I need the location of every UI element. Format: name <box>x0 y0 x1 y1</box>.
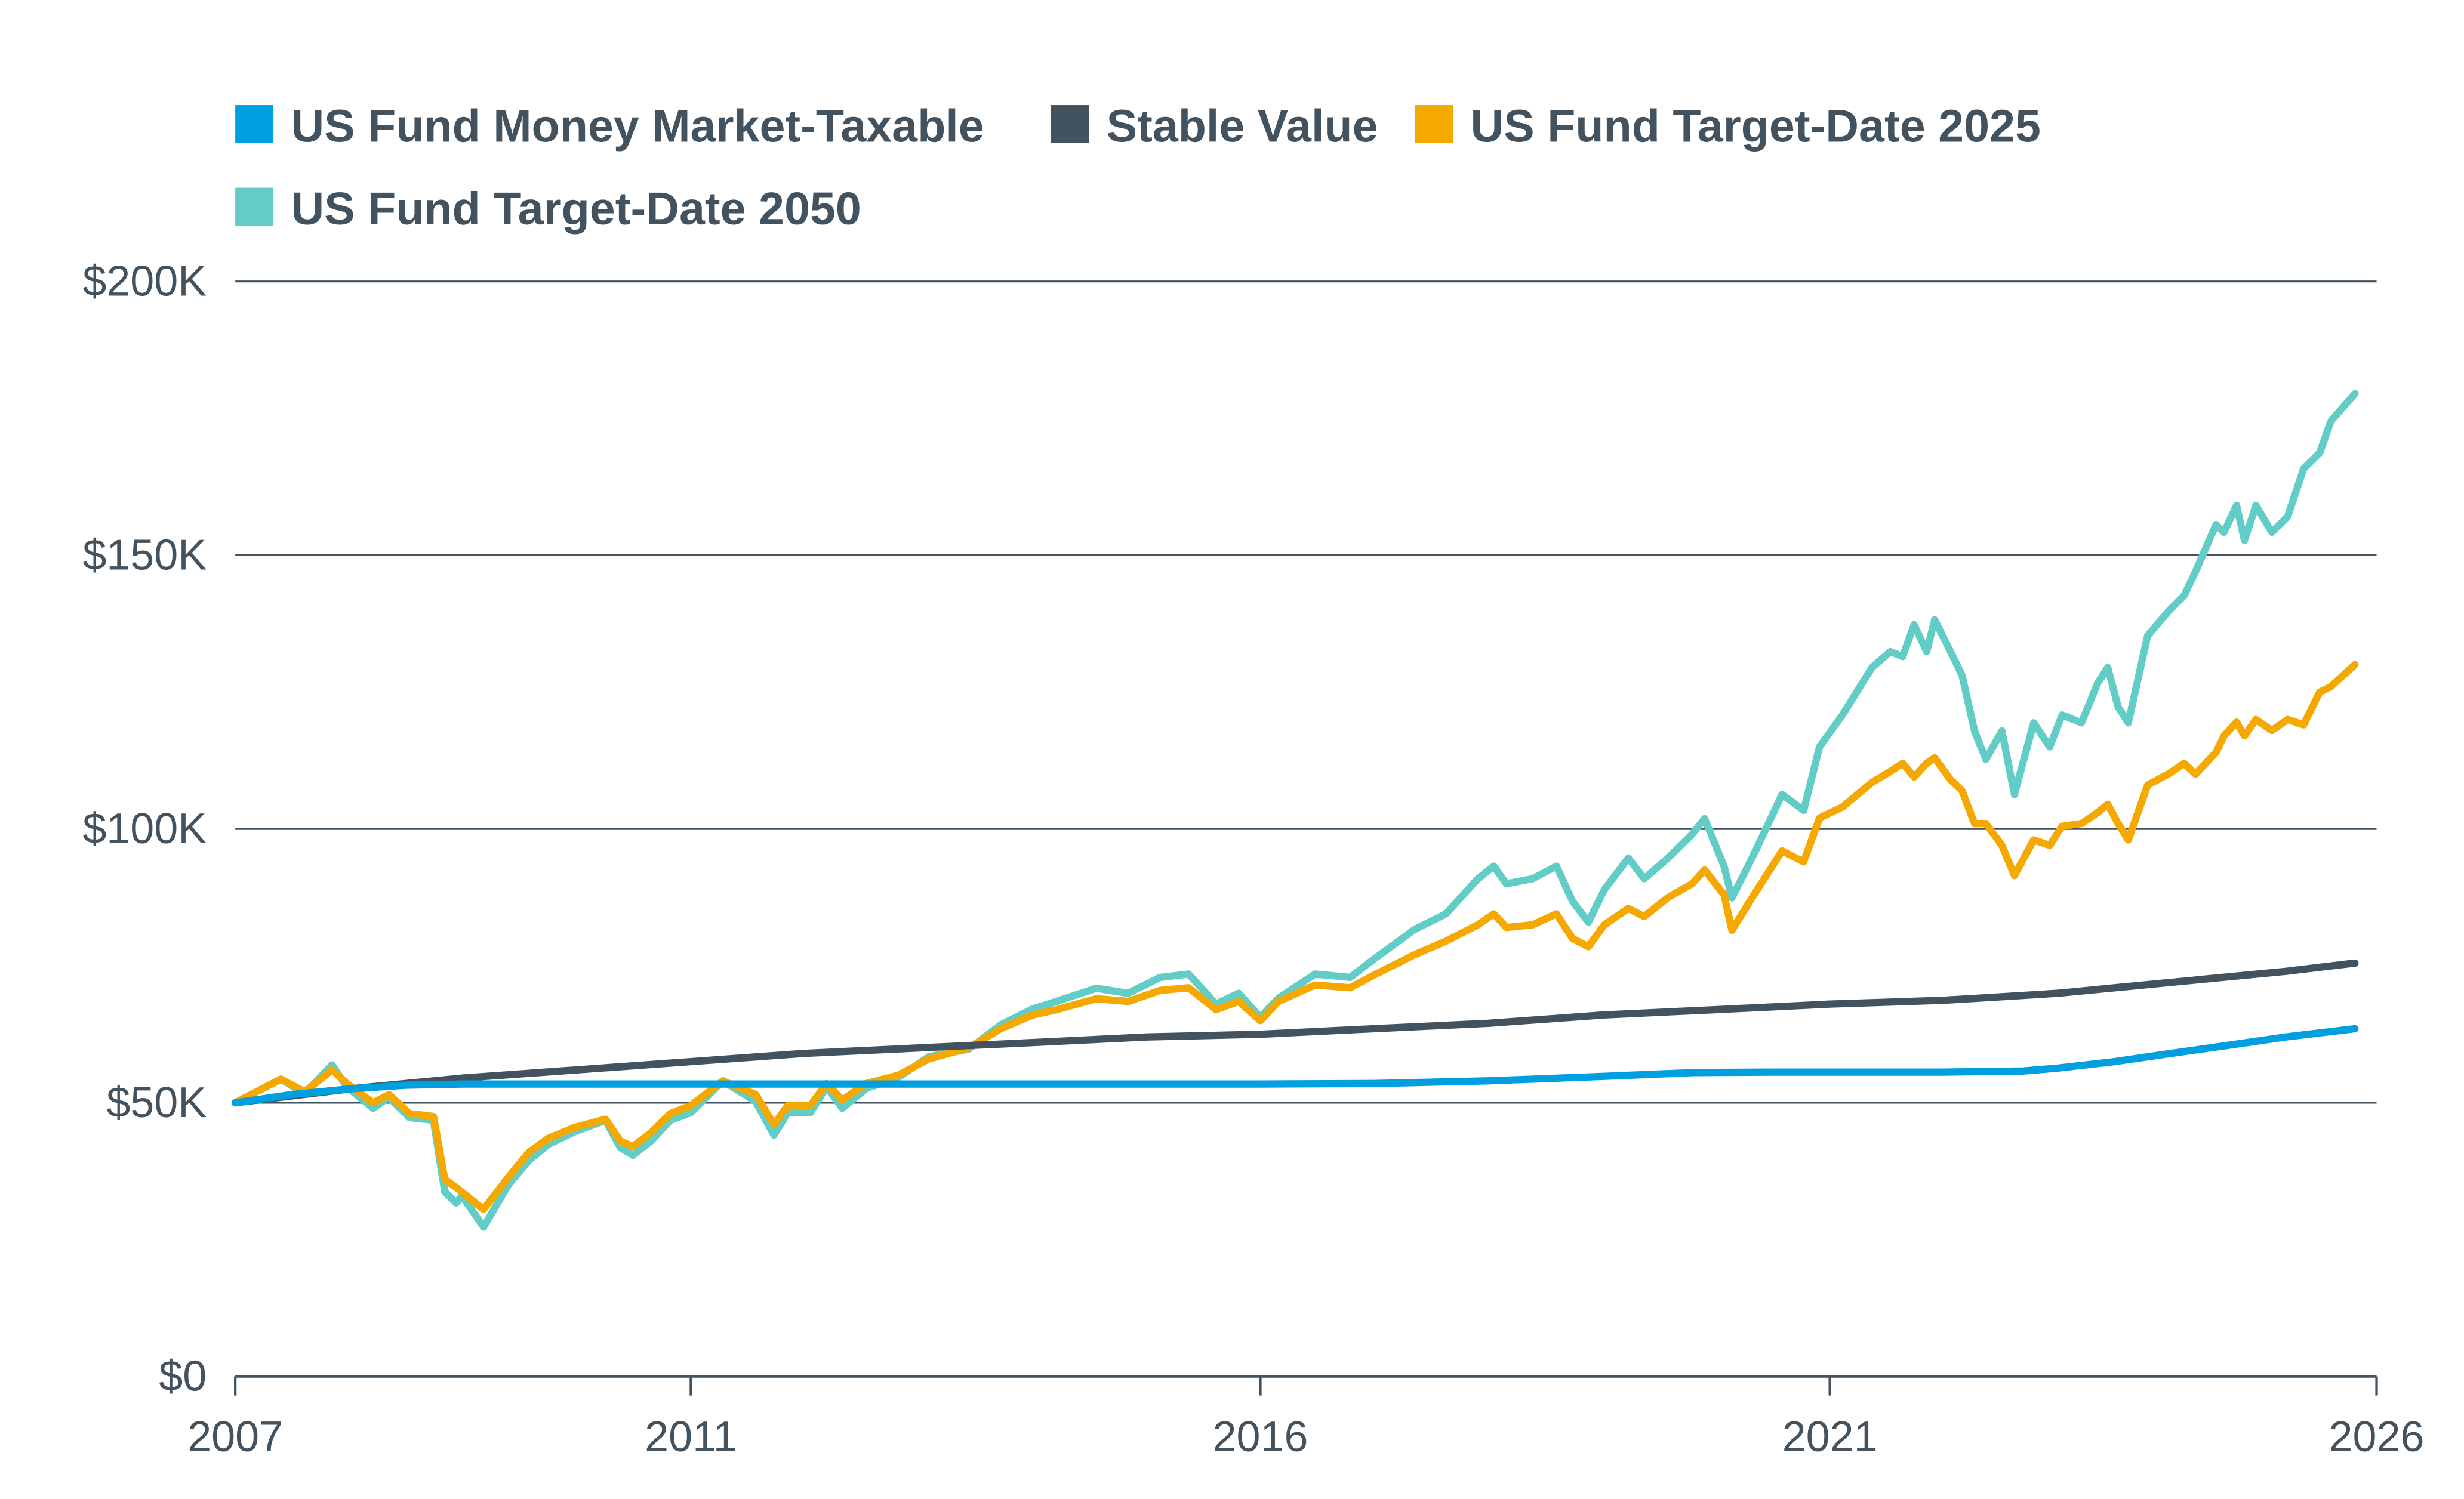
gridlines <box>235 280 2377 1378</box>
series-line-us-fund-money-market-taxable <box>232 1025 2359 1107</box>
legend-item-stable-value[interactable]: Stable Value <box>1051 100 1378 152</box>
series-line-us-fund-target-date-2025 <box>232 661 2359 1213</box>
legend-swatch-money-market <box>235 105 274 143</box>
x-tick-label: 2026 <box>2329 1413 2425 1461</box>
legend-label-target-date-2050: US Fund Target-Date 2050 <box>291 183 861 235</box>
series-line-stable-value <box>232 959 2359 1107</box>
y-tick-label: $0 <box>159 1353 207 1401</box>
legend-item-target-date-2025[interactable]: US Fund Target-Date 2025 <box>1415 100 2041 152</box>
y-tick-label: $150K <box>82 531 207 579</box>
legend-swatch-target-date-2025 <box>1415 105 1453 143</box>
legend-swatch-target-date-2050 <box>235 187 274 226</box>
legend-item-money-market[interactable]: US Fund Money Market-Taxable <box>235 100 984 152</box>
x-tick-label: 2016 <box>1213 1413 1308 1461</box>
legend-swatch-stable-value <box>1051 105 1089 143</box>
x-axis: 2007 2011 2016 2021 2026 <box>187 1376 2425 1461</box>
series-lines <box>232 390 2359 1231</box>
y-tick-label: $100K <box>82 805 207 853</box>
x-tick-label: 2021 <box>1782 1413 1878 1461</box>
y-tick-label: $200K <box>82 258 207 306</box>
legend: US Fund Money Market-Taxable Stable Valu… <box>235 100 2041 235</box>
legend-label-money-market: US Fund Money Market-Taxable <box>291 100 984 152</box>
y-tick-label: $50K <box>106 1079 207 1127</box>
x-tick-label: 2011 <box>645 1413 737 1461</box>
legend-item-target-date-2050[interactable]: US Fund Target-Date 2050 <box>235 183 861 235</box>
legend-label-target-date-2025: US Fund Target-Date 2025 <box>1470 100 2040 152</box>
x-tick-label: 2007 <box>187 1413 283 1461</box>
y-axis: $0 $50K $100K $150K $200K <box>82 258 207 1401</box>
legend-label-stable-value: Stable Value <box>1107 100 1378 152</box>
